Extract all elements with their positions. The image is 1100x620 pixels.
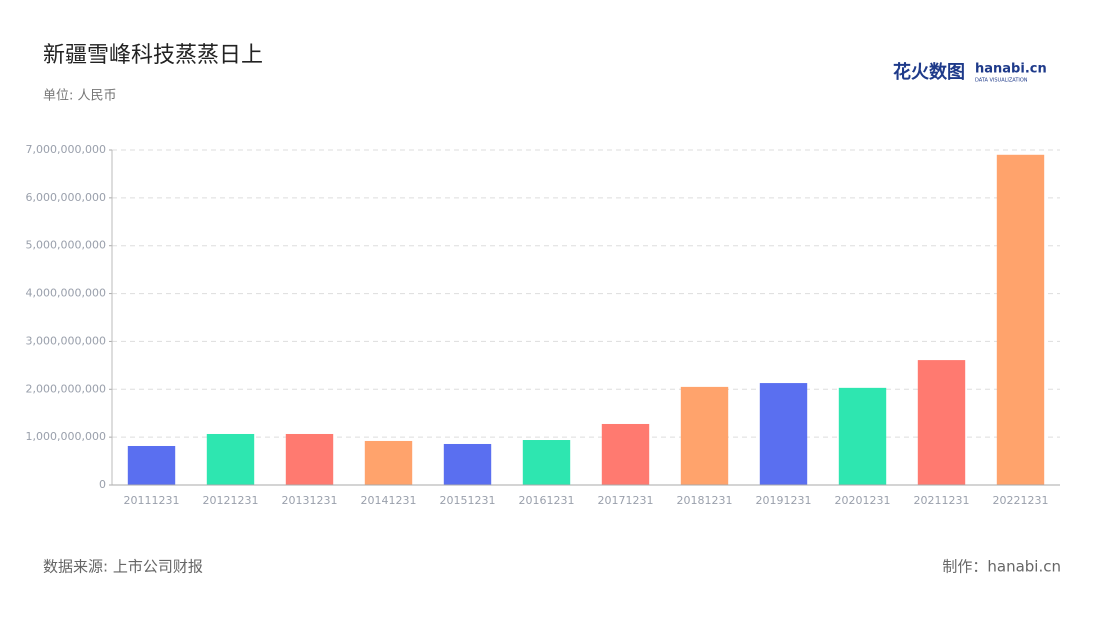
y-tick-label: 0 xyxy=(99,478,106,491)
y-tick-label: 4,000,000,000 xyxy=(26,287,106,300)
credit: 制作：hanabi.cn xyxy=(942,558,1061,576)
x-tick-label: 20171231 xyxy=(598,494,654,507)
bar xyxy=(364,440,413,485)
x-tick-label: 20111231 xyxy=(124,494,180,507)
source: 数据来源: 上市公司财报 xyxy=(43,558,203,576)
bar xyxy=(759,383,808,485)
y-tick-label: 5,000,000,000 xyxy=(26,239,106,252)
chart-title: 新疆雪峰科技蒸蒸日上 xyxy=(43,43,263,68)
y-tick-label: 6,000,000,000 xyxy=(26,191,106,204)
logo-cn: 花火数图 xyxy=(893,61,965,83)
x-tick-label: 20141231 xyxy=(361,494,417,507)
bar xyxy=(917,360,966,485)
x-tick-label: 20131231 xyxy=(282,494,338,507)
y-tick-label: 2,000,000,000 xyxy=(26,382,106,395)
bar xyxy=(127,445,176,485)
x-tick-label: 20221231 xyxy=(993,494,1049,507)
y-tick-label: 3,000,000,000 xyxy=(26,334,106,347)
x-tick-label: 20161231 xyxy=(519,494,575,507)
bar xyxy=(443,443,492,485)
x-tick-label: 20151231 xyxy=(440,494,496,507)
x-tick-label: 20191231 xyxy=(756,494,812,507)
bar xyxy=(680,386,729,485)
logo-tagline: DATA VISUALIZATION xyxy=(975,78,1028,84)
chart-subtitle: 单位: 人民币 xyxy=(43,89,117,104)
bar xyxy=(206,433,255,485)
x-tick-label: 20181231 xyxy=(677,494,733,507)
y-tick-label: 1,000,000,000 xyxy=(26,430,106,443)
x-tick-label: 20201231 xyxy=(835,494,891,507)
bar xyxy=(996,154,1045,486)
bar xyxy=(838,387,887,485)
bar xyxy=(601,423,650,485)
bar xyxy=(522,440,571,485)
bar xyxy=(285,433,334,485)
x-tick-label: 20121231 xyxy=(203,494,259,507)
x-tick-label: 20211231 xyxy=(914,494,970,507)
y-tick-label: 7,000,000,000 xyxy=(26,143,106,156)
logo-en: hanabi.cn xyxy=(975,62,1047,77)
